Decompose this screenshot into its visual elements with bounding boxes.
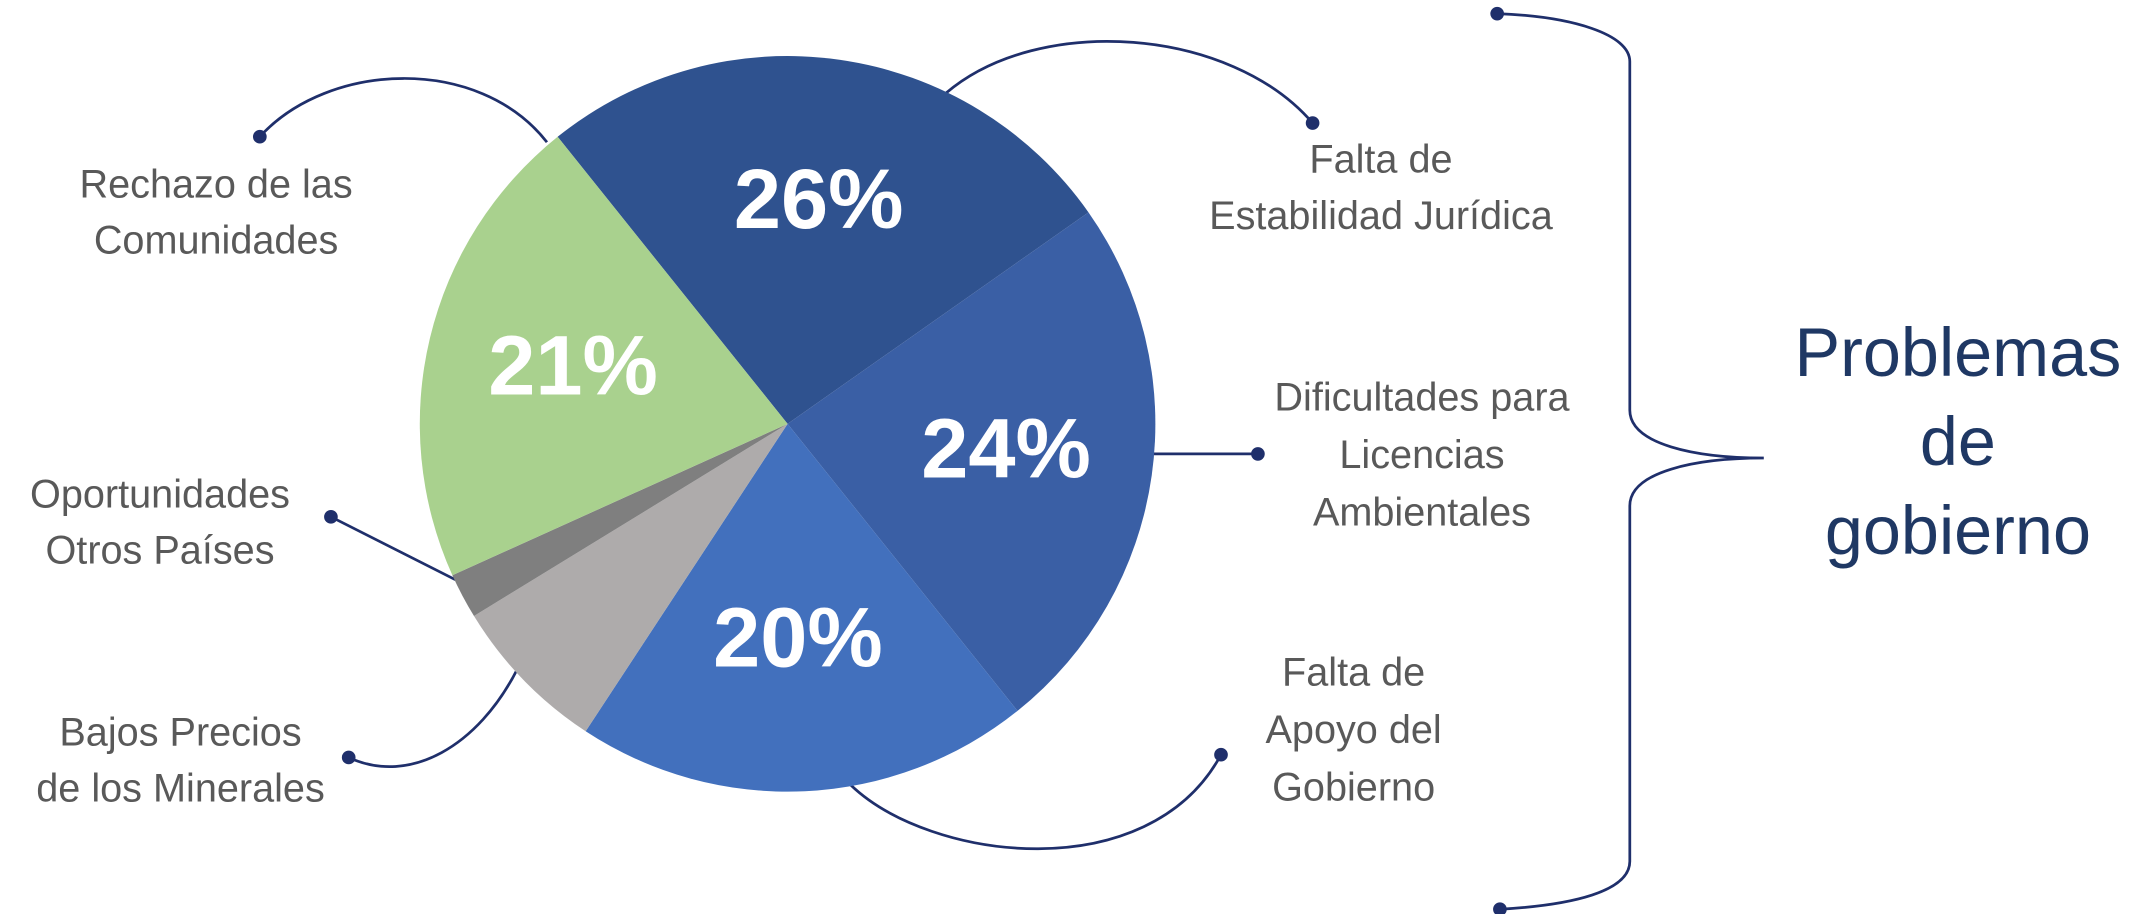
- data-label: 20%: [713, 590, 883, 685]
- annotation: Problemas de gobierno: [1795, 315, 2122, 569]
- pie-slice: [419, 136, 788, 576]
- category-line: Rechazo de las: [80, 163, 353, 207]
- category-label: Bajos Precios de los Minerales: [36, 711, 325, 811]
- leader-line: [330, 515, 456, 581]
- leader-line: [348, 669, 519, 768]
- data-label: 24%: [921, 400, 1091, 495]
- leader-dot: [1214, 747, 1228, 762]
- annotation-line: de: [1920, 404, 1996, 480]
- pie-slice: [452, 423, 788, 617]
- category-line: Estabilidad Jurídica: [1209, 194, 1554, 238]
- category-line: de los Minerales: [36, 767, 325, 811]
- leader-dot: [1305, 116, 1320, 130]
- category-line: Ambientales: [1313, 491, 1531, 535]
- category-label: Rechazo de las Comunidades: [80, 163, 353, 263]
- pie-slice: [585, 423, 1018, 792]
- data-label: 21%: [488, 318, 658, 413]
- pie-slice: [473, 423, 788, 732]
- annotation-line: Problemas: [1795, 315, 2122, 391]
- leader-line: [945, 40, 1314, 124]
- category-line: Gobierno: [1272, 766, 1435, 810]
- leader-dot: [341, 750, 356, 765]
- category-label: Oportunidades Otros Países: [30, 473, 290, 573]
- leader-line: [258, 77, 549, 144]
- category-label: Dificultades para Licencias Ambientales: [1274, 376, 1570, 535]
- category-line: Oportunidades: [30, 473, 290, 517]
- category-line: Falta de: [1282, 651, 1425, 695]
- category-line: Apoyo del: [1265, 708, 1441, 752]
- category-label: Falta de Estabilidad Jurídica: [1209, 138, 1554, 238]
- category-line: Falta de: [1309, 138, 1452, 182]
- data-label: 26%: [734, 151, 904, 246]
- annotation-line: gobierno: [1825, 493, 2091, 569]
- category-line: Comunidades: [94, 219, 339, 263]
- pie-slice: [787, 212, 1156, 711]
- leader-line: [849, 754, 1223, 851]
- pie-slice: [557, 56, 1089, 424]
- leaders: [252, 6, 1764, 914]
- category-label: Falta de Apoyo del Gobierno: [1265, 651, 1441, 810]
- leader-dot: [324, 509, 338, 524]
- category-line: Otros Países: [46, 529, 275, 573]
- leader-dot: [252, 129, 267, 144]
- category-line: Bajos Precios: [59, 711, 301, 755]
- brace-dot: [1490, 6, 1505, 21]
- leader-dot: [1251, 447, 1265, 461]
- category-line: Dificultades para: [1274, 376, 1570, 420]
- brace: [1497, 12, 1764, 911]
- brace-dot: [1493, 902, 1507, 914]
- category-line: Licencias: [1339, 433, 1504, 477]
